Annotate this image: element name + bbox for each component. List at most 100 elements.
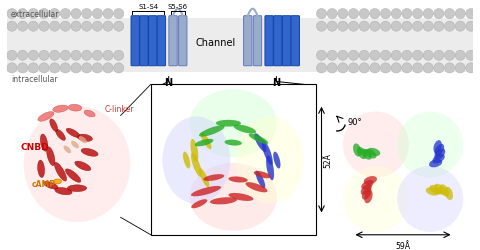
Ellipse shape [254, 134, 266, 152]
Ellipse shape [391, 22, 401, 32]
Ellipse shape [370, 51, 380, 61]
Ellipse shape [82, 22, 92, 32]
Ellipse shape [49, 22, 60, 32]
Ellipse shape [429, 159, 442, 168]
Ellipse shape [360, 184, 372, 195]
Ellipse shape [348, 22, 359, 32]
Ellipse shape [199, 126, 225, 137]
Ellipse shape [195, 139, 214, 147]
Ellipse shape [338, 10, 348, 20]
Ellipse shape [364, 149, 377, 159]
Ellipse shape [370, 22, 380, 32]
FancyBboxPatch shape [274, 16, 282, 66]
Ellipse shape [412, 64, 422, 74]
Ellipse shape [39, 10, 49, 20]
Ellipse shape [338, 22, 348, 32]
Ellipse shape [82, 10, 92, 20]
Ellipse shape [66, 129, 80, 138]
Ellipse shape [397, 112, 463, 178]
Ellipse shape [65, 169, 81, 182]
Ellipse shape [191, 200, 207, 208]
Ellipse shape [362, 188, 372, 200]
Ellipse shape [49, 10, 60, 20]
Ellipse shape [225, 140, 242, 146]
Ellipse shape [18, 64, 28, 74]
Ellipse shape [103, 10, 113, 20]
Ellipse shape [423, 22, 433, 32]
Ellipse shape [43, 182, 58, 189]
Ellipse shape [434, 149, 445, 160]
Ellipse shape [60, 22, 71, 32]
Ellipse shape [114, 64, 124, 74]
Ellipse shape [262, 140, 273, 166]
Ellipse shape [370, 64, 380, 74]
Ellipse shape [432, 154, 445, 164]
Ellipse shape [423, 51, 433, 61]
Ellipse shape [433, 140, 442, 154]
Ellipse shape [434, 184, 445, 195]
Ellipse shape [75, 162, 91, 171]
Ellipse shape [327, 10, 337, 20]
Ellipse shape [71, 64, 81, 74]
Ellipse shape [81, 149, 98, 157]
Ellipse shape [367, 148, 380, 156]
Ellipse shape [381, 64, 391, 74]
Ellipse shape [391, 64, 401, 74]
Ellipse shape [228, 177, 248, 183]
Ellipse shape [71, 10, 81, 20]
Ellipse shape [71, 141, 79, 149]
Ellipse shape [444, 187, 453, 200]
Ellipse shape [28, 51, 38, 61]
Ellipse shape [364, 176, 377, 185]
Ellipse shape [103, 22, 113, 32]
Ellipse shape [412, 22, 422, 32]
Ellipse shape [391, 51, 401, 61]
Ellipse shape [359, 10, 369, 20]
FancyBboxPatch shape [148, 16, 157, 66]
FancyBboxPatch shape [169, 16, 177, 66]
Ellipse shape [426, 188, 439, 196]
Ellipse shape [455, 10, 465, 20]
Ellipse shape [190, 90, 277, 158]
Ellipse shape [466, 10, 476, 20]
Ellipse shape [68, 105, 82, 112]
Ellipse shape [391, 10, 401, 20]
FancyBboxPatch shape [291, 16, 300, 66]
Ellipse shape [466, 22, 476, 32]
Ellipse shape [444, 10, 455, 20]
Ellipse shape [402, 10, 412, 20]
Ellipse shape [434, 22, 444, 32]
Ellipse shape [7, 64, 17, 74]
Ellipse shape [338, 64, 348, 74]
Ellipse shape [191, 154, 202, 177]
FancyBboxPatch shape [140, 16, 148, 66]
Ellipse shape [402, 64, 412, 74]
Text: intracellular: intracellular [11, 74, 58, 84]
Text: N: N [165, 77, 173, 87]
Ellipse shape [28, 10, 38, 20]
Ellipse shape [24, 106, 131, 222]
Ellipse shape [67, 185, 87, 192]
Text: extracellular: extracellular [11, 10, 60, 19]
Ellipse shape [77, 134, 93, 142]
Text: C-linker: C-linker [104, 105, 133, 114]
Ellipse shape [7, 10, 17, 20]
Ellipse shape [60, 10, 71, 20]
Ellipse shape [18, 10, 28, 20]
Ellipse shape [92, 64, 102, 74]
Ellipse shape [92, 22, 102, 32]
Ellipse shape [60, 51, 71, 61]
Ellipse shape [183, 152, 190, 169]
Ellipse shape [190, 163, 277, 231]
Text: 52Å: 52Å [324, 152, 333, 167]
Ellipse shape [92, 10, 102, 20]
Ellipse shape [397, 166, 463, 232]
Ellipse shape [273, 152, 280, 169]
Ellipse shape [54, 163, 67, 182]
Ellipse shape [37, 160, 45, 178]
FancyBboxPatch shape [157, 16, 166, 66]
Ellipse shape [370, 10, 380, 20]
FancyBboxPatch shape [131, 16, 139, 66]
FancyBboxPatch shape [253, 16, 262, 66]
Ellipse shape [236, 117, 304, 204]
